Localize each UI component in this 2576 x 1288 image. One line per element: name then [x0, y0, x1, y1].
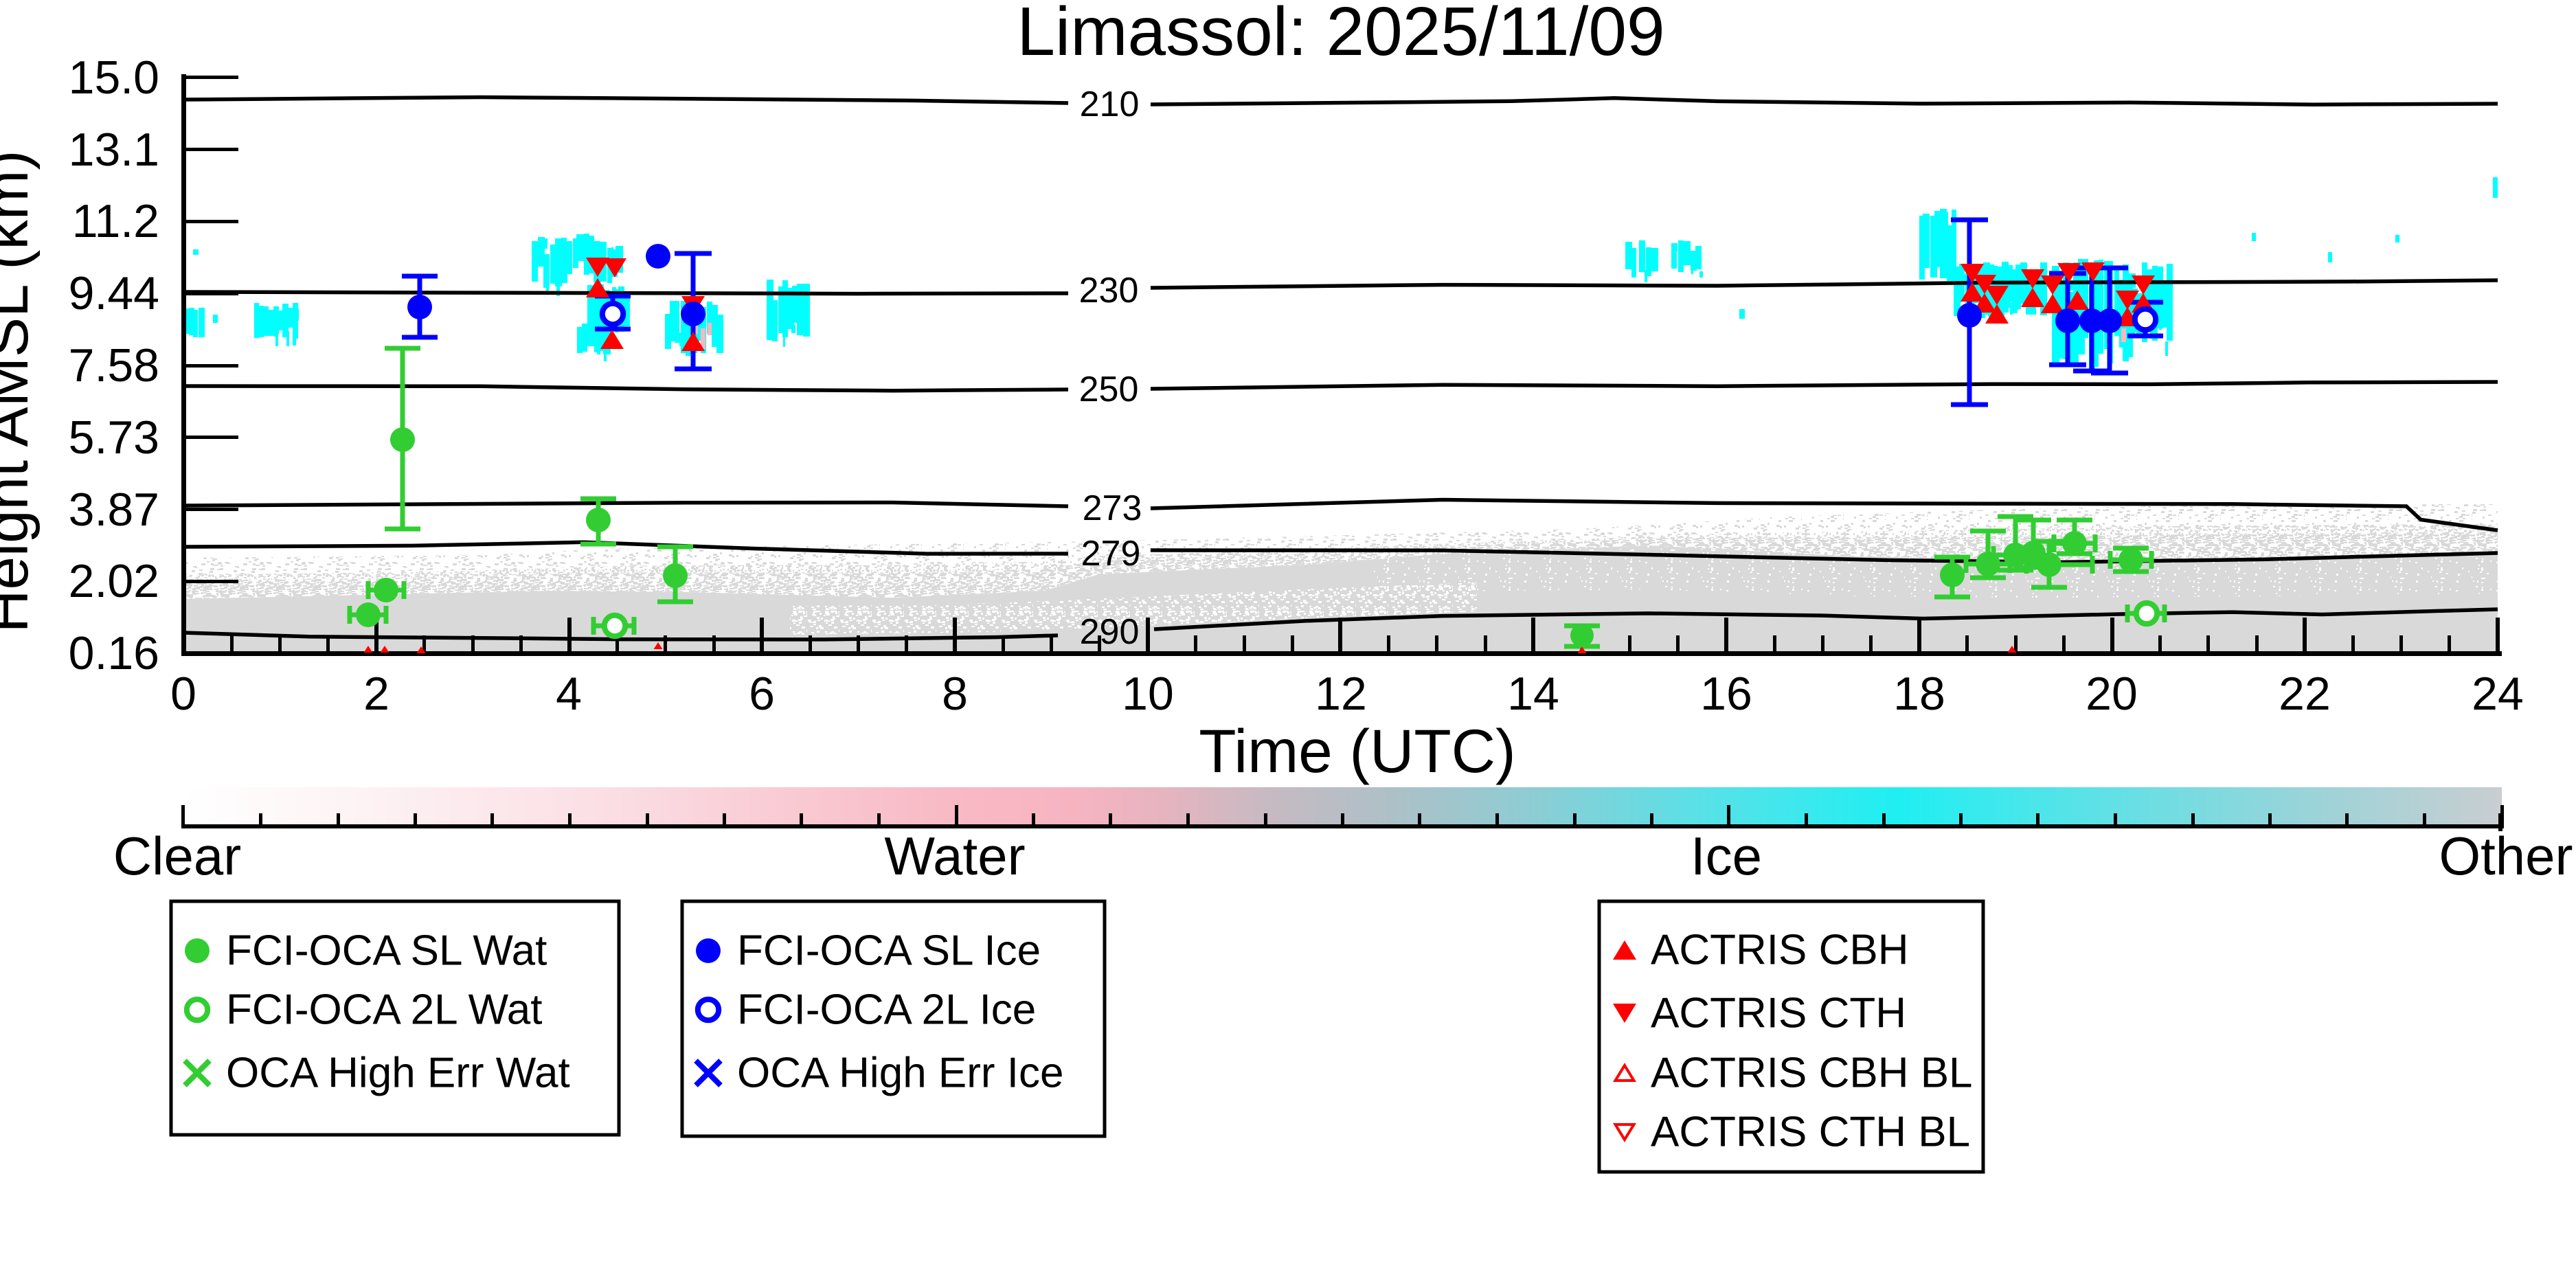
- svg-text:6: 6: [749, 668, 775, 720]
- svg-text:0: 0: [170, 668, 196, 720]
- svg-text:20: 20: [2086, 668, 2138, 720]
- svg-text:5.73: 5.73: [69, 411, 159, 464]
- svg-text:Water: Water: [884, 826, 1025, 886]
- svg-text:8: 8: [942, 668, 968, 720]
- svg-text:16: 16: [1700, 668, 1752, 720]
- svg-text:15.0: 15.0: [69, 52, 159, 104]
- svg-text:10: 10: [1122, 668, 1174, 720]
- svg-text:230: 230: [1079, 271, 1139, 310]
- svg-text:Clear: Clear: [113, 826, 241, 886]
- svg-text:ACTRIS CTH BL: ACTRIS CTH BL: [1651, 1109, 1970, 1156]
- svg-text:FCI-OCA 2L Ice: FCI-OCA 2L Ice: [737, 986, 1036, 1034]
- svg-text:2.02: 2.02: [69, 555, 159, 607]
- svg-text:Other: Other: [2439, 826, 2573, 886]
- svg-text:4: 4: [556, 668, 582, 720]
- svg-text:279: 279: [1081, 534, 1141, 574]
- svg-text:12: 12: [1315, 668, 1367, 720]
- svg-text:OCA High Err Ice: OCA High Err Ice: [737, 1050, 1063, 1097]
- svg-text:210: 210: [1080, 84, 1140, 124]
- svg-text:290: 290: [1080, 612, 1140, 652]
- svg-text:Limassol: 2025/11/09: Limassol: 2025/11/09: [1017, 0, 1664, 70]
- svg-text:OCA High Err Wat: OCA High Err Wat: [226, 1050, 570, 1097]
- svg-text:ACTRIS CTH: ACTRIS CTH: [1651, 990, 1906, 1037]
- svg-text:9.44: 9.44: [69, 267, 159, 319]
- svg-text:ACTRIS CBH: ACTRIS CBH: [1651, 927, 1908, 974]
- svg-text:250: 250: [1079, 370, 1139, 409]
- svg-text:24: 24: [2472, 668, 2524, 720]
- svg-text:22: 22: [2279, 668, 2331, 720]
- svg-text:13.1: 13.1: [69, 124, 159, 176]
- svg-text:FCI-OCA SL Wat: FCI-OCA SL Wat: [226, 927, 547, 975]
- svg-text:2: 2: [363, 668, 389, 720]
- svg-text:Time (UTC): Time (UTC): [1199, 716, 1515, 785]
- svg-text:11.2: 11.2: [72, 195, 159, 247]
- svg-text:FCI-OCA SL Ice: FCI-OCA SL Ice: [737, 927, 1041, 975]
- svg-text:Height AMSL (km): Height AMSL (km): [0, 150, 41, 633]
- svg-text:Ice: Ice: [1691, 826, 1762, 886]
- svg-text:0.16: 0.16: [69, 627, 159, 679]
- svg-text:FCI-OCA 2L Wat: FCI-OCA 2L Wat: [226, 986, 543, 1034]
- svg-text:273: 273: [1083, 488, 1142, 528]
- svg-text:18: 18: [1893, 668, 1945, 720]
- svg-text:7.58: 7.58: [69, 339, 159, 392]
- svg-text:ACTRIS CBH BL: ACTRIS CBH BL: [1651, 1050, 1973, 1097]
- svg-text:14: 14: [1507, 668, 1559, 720]
- svg-text:3.87: 3.87: [69, 484, 159, 536]
